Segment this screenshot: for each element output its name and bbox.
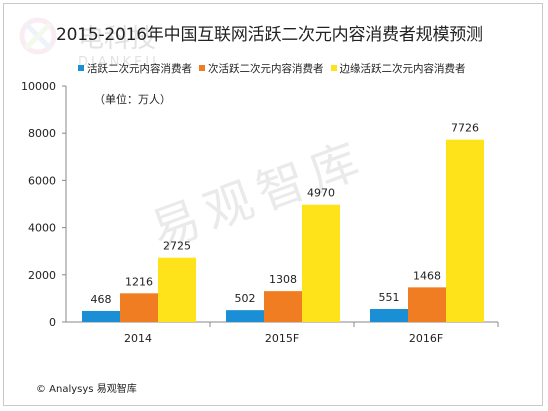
- data-label: 1468: [413, 269, 441, 282]
- legend-item-series2: 次活跃二次元内容消费者: [199, 61, 324, 76]
- y-tick-label: 8000: [28, 127, 56, 140]
- legend-label-series3: 边缘活跃二次元内容消费者: [339, 62, 466, 75]
- chart-legend: 活跃二次元内容消费者 次活跃二次元内容消费者 边缘活跃二次元内容消费者: [78, 61, 473, 75]
- legend-item-series1: 活跃二次元内容消费者: [78, 61, 192, 76]
- data-label: 468: [91, 293, 112, 306]
- legend-label-series2: 次活跃二次元内容消费者: [208, 62, 324, 75]
- watermark-logo-text: 电科技: [78, 24, 156, 54]
- legend-swatch-series3: [330, 65, 337, 71]
- legend-item-series3: 边缘活跃二次元内容消费者: [330, 61, 466, 76]
- data-label: 1216: [125, 275, 153, 288]
- y-tick-label: 10000: [21, 80, 56, 93]
- data-label: 502: [235, 292, 256, 305]
- x-tick-label: 2014: [124, 332, 152, 345]
- data-label: 4970: [307, 187, 335, 200]
- watermark-logo: 电科技 DIANKEJI: [19, 17, 159, 70]
- data-label: 2725: [163, 240, 191, 253]
- bar: [158, 257, 196, 322]
- y-tick-label: 4000: [28, 222, 56, 235]
- bar: [120, 293, 158, 322]
- unit-label: （单位：万人）: [94, 93, 171, 106]
- bar: [302, 204, 340, 322]
- source-credit: © Analysys 易观智库: [36, 384, 137, 395]
- chart-title: 2015-2016年中国互联网活跃二次元内容消费者规模预测: [56, 25, 483, 45]
- bar: [446, 139, 484, 322]
- bar: [82, 310, 120, 322]
- bar: [226, 310, 264, 322]
- data-label: 551: [379, 291, 400, 304]
- x-tick-label: 2015F: [265, 332, 299, 345]
- bar: [408, 287, 446, 322]
- x-tick-label: 2016F: [409, 332, 443, 345]
- bar: [370, 308, 408, 322]
- bar: [264, 291, 302, 322]
- watermark-logo-sub: DIANKEJI: [78, 55, 159, 70]
- legend-label-series1: 活跃二次元内容消费者: [87, 62, 192, 75]
- legend-swatch-series2: [199, 65, 205, 71]
- legend-swatch-series1: [78, 65, 84, 71]
- y-tick-label: 2000: [28, 269, 56, 282]
- y-tick-label: 6000: [28, 174, 56, 187]
- y-tick-label: 0: [49, 316, 56, 329]
- data-label: 1308: [269, 273, 297, 286]
- data-label: 7726: [451, 122, 479, 135]
